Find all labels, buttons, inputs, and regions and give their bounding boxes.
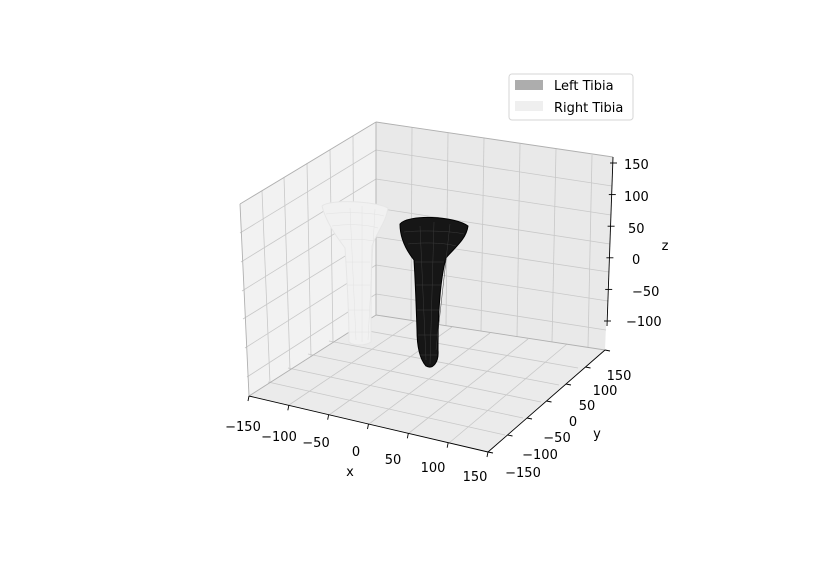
right-tibia-surface — [321, 201, 389, 346]
x-tick-mark — [446, 442, 449, 448]
right-tibia-mesh — [325, 206, 385, 342]
y-tick-mark — [604, 349, 611, 352]
y-tick-label: −50 — [543, 431, 570, 446]
y-tick-mark — [565, 383, 572, 386]
z-tick-label: −50 — [632, 285, 659, 300]
y-tick-label: 0 — [569, 415, 577, 430]
y-tick-mark — [546, 400, 552, 403]
left-wall-pane — [240, 122, 376, 396]
legend-swatch-right-tibia — [515, 101, 543, 111]
floor-pane — [249, 315, 605, 452]
z-tick-label: 100 — [624, 190, 649, 205]
left-edge-line — [239, 203, 250, 397]
x-tick-labels: −150 −100 −50 0 50 100 150 — [225, 420, 487, 485]
y-tick-labels: −150 −100 −50 0 50 100 150 — [505, 369, 631, 481]
x-tick-mark — [247, 395, 250, 402]
y-tick-label: 150 — [607, 369, 632, 384]
legend-label-right-tibia: Right Tibia — [554, 101, 623, 116]
y-tick-label: 50 — [579, 399, 596, 414]
x-tick-label: −50 — [302, 436, 329, 451]
x-tick-mark — [406, 433, 409, 439]
y-axis-label: y — [593, 427, 601, 442]
x-tick-mark — [327, 414, 330, 420]
x-tick-mark — [367, 423, 369, 430]
y-tick-label: 100 — [593, 384, 618, 399]
series-left-tibia — [399, 216, 469, 368]
legend-swatch-left-tibia — [515, 80, 543, 90]
z-axis-line — [606, 156, 614, 327]
legend: Left Tibia Right Tibia — [508, 73, 634, 121]
left-tibia-mesh — [403, 221, 465, 365]
x-tick-label: 0 — [352, 445, 360, 460]
x-tick-mark — [486, 451, 489, 458]
z-tick-labels: −100 −50 0 50 100 150 — [624, 158, 662, 330]
x-tick-mark — [287, 405, 290, 411]
y-tick-label: −100 — [522, 448, 558, 463]
z-tick-label: 150 — [624, 158, 649, 173]
left-tibia-surface — [399, 216, 469, 368]
x-tick-label: 50 — [385, 453, 402, 468]
x-tick-label: 100 — [421, 461, 446, 476]
tick-marks — [247, 162, 617, 458]
x-tick-label: 150 — [463, 470, 488, 485]
z-tick-label: −100 — [626, 315, 662, 330]
series-right-tibia — [321, 201, 389, 346]
legend-label-left-tibia: Left Tibia — [554, 79, 614, 94]
z-axis-label: z — [662, 239, 669, 254]
y-tick-label: −150 — [505, 466, 541, 481]
x-tick-label: −100 — [261, 430, 297, 445]
y-tick-mark — [507, 434, 513, 437]
y-tick-mark — [585, 366, 591, 369]
x-axis-label: x — [346, 465, 354, 480]
y-tick-mark — [526, 417, 533, 420]
z-tick-label: 50 — [628, 222, 645, 237]
x-tick-label: −150 — [225, 420, 261, 435]
z-tick-label: 0 — [632, 253, 640, 268]
y-tick-mark — [487, 451, 494, 454]
